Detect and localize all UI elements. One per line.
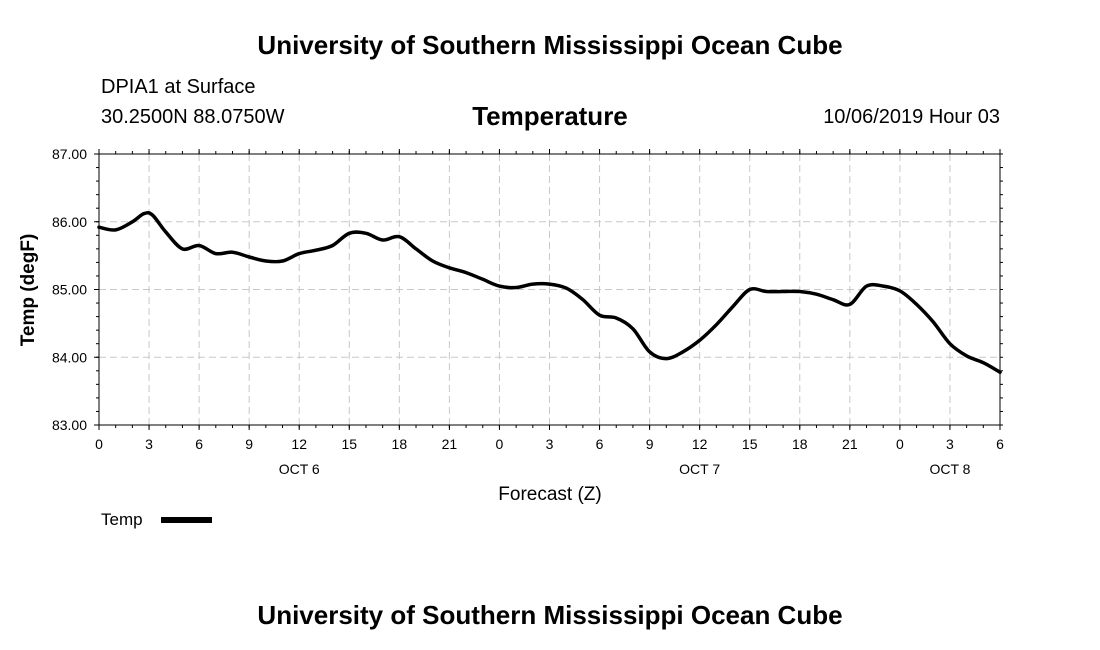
page-title: University of Southern Mississippi Ocean… — [257, 30, 843, 60]
x-tick-label: 18 — [392, 436, 408, 452]
x-tick-labels: 0 3 6 9 12 15 18 21 0 3 6 9 12 15 18 21 0 3 6 — [95, 436, 1004, 452]
y-tick-label: 86.00 — [52, 214, 87, 230]
y-tick-label: 87.00 — [52, 146, 87, 162]
x-tick-label: 0 — [95, 436, 103, 452]
x-tick-label: 0 — [896, 436, 904, 452]
x-axis-label: Forecast (Z) — [498, 484, 601, 505]
x-tick-label: 15 — [742, 436, 758, 452]
day-labels: OCT 6 OCT 7 OCT 8 — [279, 461, 971, 477]
y-tick-labels: 83.00 84.00 85.00 86.00 87.00 — [52, 146, 87, 433]
x-tick-label: 9 — [245, 436, 253, 452]
legend-label: Temp — [101, 510, 143, 529]
day-label: OCT 8 — [929, 461, 970, 477]
x-tick-label: 18 — [792, 436, 808, 452]
chart-title: Temperature — [472, 101, 628, 131]
footer-title: University of Southern Mississippi Ocean… — [257, 600, 843, 630]
axis-ticks — [94, 149, 1003, 430]
series-line-temp — [97, 210, 1002, 374]
y-tick-label: 83.00 — [52, 417, 87, 433]
x-tick-label: 3 — [546, 436, 554, 452]
station-location: 30.2500N 88.0750W — [101, 106, 285, 128]
legend-swatch — [161, 517, 212, 523]
x-tick-label: 12 — [692, 436, 708, 452]
y-tick-label: 84.00 — [52, 349, 87, 365]
day-label: OCT 7 — [679, 461, 720, 477]
x-tick-label: 6 — [195, 436, 203, 452]
day-label: OCT 6 — [279, 461, 320, 477]
x-tick-label: 21 — [842, 436, 858, 452]
station-name: DPIA1 at Surface — [101, 76, 256, 98]
x-tick-label: 0 — [496, 436, 504, 452]
x-tick-label: 21 — [442, 436, 458, 452]
x-tick-label: 3 — [145, 436, 153, 452]
x-tick-label: 9 — [646, 436, 654, 452]
x-tick-label: 12 — [291, 436, 307, 452]
forecast-datetime: 10/06/2019 Hour 03 — [823, 106, 1000, 128]
x-tick-label: 6 — [596, 436, 604, 452]
x-tick-label: 3 — [946, 436, 954, 452]
y-tick-label: 85.00 — [52, 282, 87, 298]
x-tick-label: 6 — [996, 436, 1004, 452]
y-axis-label: Temp (degF) — [18, 234, 39, 347]
x-tick-label: 15 — [341, 436, 357, 452]
